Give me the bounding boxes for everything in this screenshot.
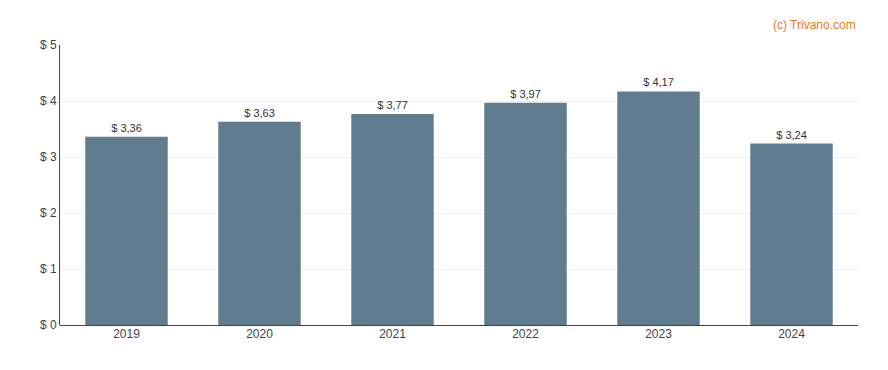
svg-text:$ 4: $ 4: [40, 94, 57, 108]
svg-text:2019: 2019: [113, 327, 140, 341]
svg-text:2021: 2021: [379, 327, 406, 341]
svg-text:2023: 2023: [645, 327, 672, 341]
svg-text:$ 3,36: $ 3,36: [111, 122, 142, 134]
svg-text:$ 5: $ 5: [40, 38, 57, 52]
svg-text:$ 3,77: $ 3,77: [377, 99, 408, 111]
svg-text:$ 2: $ 2: [40, 206, 57, 220]
svg-text:$ 1: $ 1: [40, 262, 57, 276]
svg-text:2024: 2024: [778, 327, 805, 341]
svg-text:(c) Trivano.com: (c) Trivano.com: [773, 18, 856, 32]
svg-text:$ 3,97: $ 3,97: [510, 88, 541, 100]
svg-text:$ 4,17: $ 4,17: [643, 76, 674, 88]
svg-text:2020: 2020: [246, 327, 273, 341]
svg-text:2022: 2022: [512, 327, 539, 341]
svg-text:$ 3: $ 3: [40, 150, 57, 164]
svg-text:$ 0: $ 0: [40, 318, 57, 332]
svg-text:$ 3,24: $ 3,24: [776, 129, 807, 141]
svg-text:$ 3,63: $ 3,63: [244, 107, 275, 119]
